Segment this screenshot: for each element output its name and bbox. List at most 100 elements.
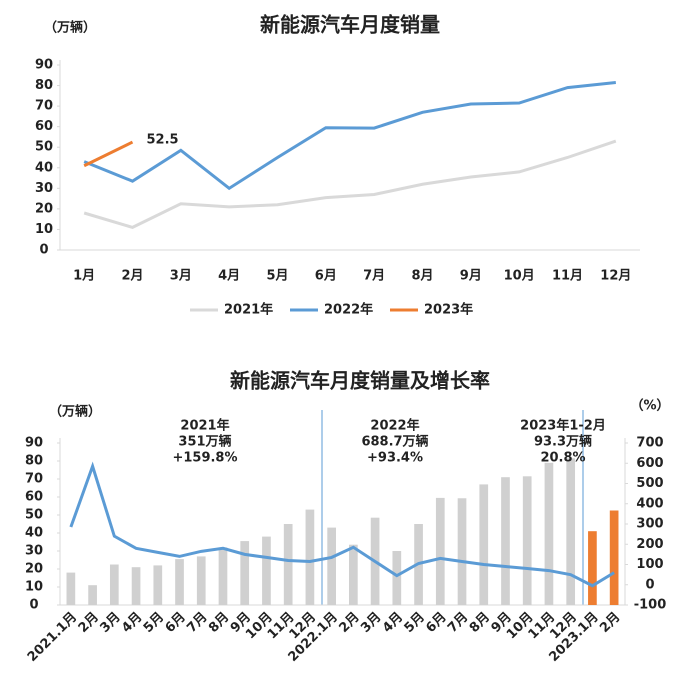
annotation: 351万辆 [178, 434, 231, 450]
y-tick-label: 40 [25, 526, 43, 541]
y-tick-label: 50 [35, 140, 53, 155]
y-tick-label: 40 [35, 160, 53, 175]
x-tick-label: 5月 [266, 269, 288, 284]
x-tick-label: 2月 [76, 610, 102, 636]
line [69, 461, 615, 588]
x-tick-label: 3月 [170, 269, 192, 284]
line [83, 139, 617, 229]
y-tick-label: 70 [25, 472, 43, 487]
bar [305, 509, 315, 605]
x-tick-label: 2月 [336, 610, 362, 636]
y-tick-label: 90 [25, 436, 43, 451]
bar [218, 547, 228, 605]
y-tick-label: 80 [25, 454, 43, 469]
y-axis-label: （万辆） [44, 20, 96, 36]
bar [66, 572, 76, 605]
y-axis-label: （万辆） [49, 404, 101, 420]
y2-tick-label: 0 [645, 577, 654, 592]
y-tick-label: 20 [35, 201, 53, 216]
y-tick-label: 10 [35, 222, 53, 237]
x-tick-label: 5月 [141, 610, 167, 636]
y-tick-label: 30 [25, 544, 43, 559]
annotation: 93.3万辆 [534, 434, 592, 450]
x-tick-label: 2021.1月 [25, 610, 80, 665]
chart-title: 新能源汽车月度销量 [260, 13, 440, 37]
annotation: 2022年 [370, 418, 419, 434]
bar [479, 484, 489, 605]
x-tick-label: 3月 [358, 610, 384, 636]
x-tick-label: 4月 [380, 610, 406, 636]
x-tick-label: 8月 [206, 610, 232, 636]
y2-tick-label: 700 [636, 436, 663, 451]
y-tick-label: 10 [25, 580, 43, 595]
bar [153, 565, 163, 605]
bar [109, 564, 119, 605]
bar [240, 541, 250, 605]
x-tick-label: 7月 [184, 610, 210, 636]
annotation: 688.7万辆 [361, 434, 428, 450]
x-tick-label: 12月 [600, 269, 631, 284]
annotation: 20.8% [540, 451, 585, 466]
x-tick-label: 4月 [119, 610, 145, 636]
x-tick-label: 6月 [163, 610, 189, 636]
y2-tick-label: 500 [636, 476, 663, 491]
x-tick-label: 7月 [363, 269, 385, 284]
x-tick-label: 10月 [504, 269, 535, 284]
bar [283, 524, 293, 605]
bar [88, 585, 97, 605]
x-tick-label: 6月 [315, 269, 337, 284]
bar [609, 510, 619, 605]
y-tick-label: 30 [35, 181, 53, 196]
bar [392, 551, 402, 605]
x-tick-label: 8月 [411, 269, 433, 284]
legend-label: 2021年 [224, 302, 273, 318]
legend-label: 2023年 [424, 302, 473, 318]
annotation: +159.8% [172, 451, 237, 466]
y-tick-label: 20 [25, 562, 43, 577]
y-tick-label: 0 [39, 243, 48, 258]
y-tick-label: 80 [35, 78, 53, 93]
annotation: 2023年1-2月 [520, 418, 606, 434]
y-tick-label: 50 [25, 508, 43, 523]
y2-tick-label: -100 [634, 598, 667, 613]
line [83, 140, 134, 168]
bar [588, 531, 597, 605]
bar [522, 476, 532, 605]
bar [435, 497, 445, 605]
x-tick-label: 1月 [73, 269, 95, 284]
legend-label: 2022年 [324, 302, 373, 318]
line [83, 80, 616, 191]
y-tick-label: 60 [35, 119, 53, 134]
x-tick-label: 7月 [445, 610, 471, 636]
y-tick-label: 70 [35, 99, 53, 114]
y-tick-label: 90 [35, 58, 53, 73]
bar [501, 477, 510, 605]
y2-tick-label: 200 [636, 537, 663, 552]
x-tick-label: 3月 [97, 610, 123, 636]
bar [457, 498, 467, 605]
y2-axis-label: （%） [630, 398, 669, 414]
x-tick-label: 11月 [552, 269, 583, 284]
x-tick-label: 2月 [597, 610, 623, 636]
y2-tick-label: 100 [636, 557, 663, 572]
bar [131, 567, 141, 605]
x-tick-label: 4月 [218, 269, 240, 284]
annotation: +93.4% [367, 451, 423, 466]
x-tick-label: 9月 [460, 269, 482, 284]
bar [566, 458, 576, 605]
y-tick-label: 60 [25, 490, 43, 505]
x-tick-label: 8月 [467, 610, 493, 636]
x-tick-label: 6月 [423, 610, 449, 636]
y2-tick-label: 400 [636, 496, 663, 511]
x-tick-label: 2月 [121, 269, 143, 284]
y-tick-label: 0 [29, 598, 38, 613]
bar [349, 544, 358, 605]
x-tick-label: 5月 [402, 610, 428, 636]
y2-tick-label: 300 [636, 517, 663, 532]
bar [196, 556, 206, 605]
bar [262, 536, 271, 605]
bar [327, 527, 336, 605]
bar [175, 559, 184, 605]
chart-title: 新能源汽车月度销量及增长率 [230, 369, 490, 393]
